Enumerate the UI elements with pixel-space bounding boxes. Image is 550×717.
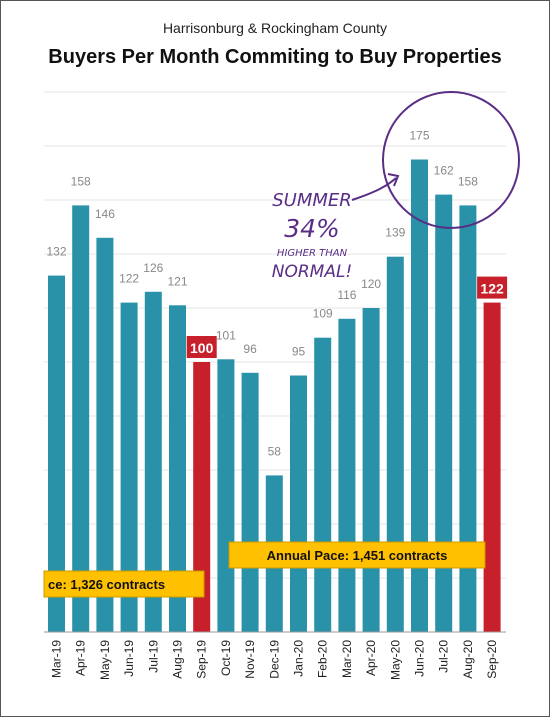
value-label-sep-20: 122: [480, 281, 504, 297]
value-label-aug-20: 158: [458, 174, 478, 188]
x-tick-label-oct-19: Oct-19: [219, 640, 233, 676]
annotation-arrow: [351, 177, 397, 201]
bar-aug-19: [169, 305, 186, 632]
bar-mar-19: [48, 275, 65, 632]
annual-pace-banner-2020: [228, 541, 486, 569]
x-tick-label-mar-20: Mar-20: [340, 640, 354, 678]
bar-feb-20: [314, 337, 332, 632]
x-tick-label-feb-20: Feb-20: [316, 640, 330, 678]
bar-mar-20: [338, 318, 356, 632]
value-label-apr-19: 158: [71, 174, 91, 188]
value-label-mar-20: 116: [337, 288, 356, 302]
bar-sep-20: [483, 302, 501, 632]
x-tick-label-jul-19: Jul-19: [146, 640, 160, 673]
bar-may-20: [386, 256, 404, 632]
value-label-dec-19: 58: [268, 444, 282, 458]
x-tick-label-jun-19: Jun-19: [122, 640, 136, 677]
bar-apr-20: [362, 308, 380, 632]
x-tick-label-aug-19: Aug-19: [171, 640, 185, 679]
x-tick-label-sep-20: Sep-20: [485, 640, 499, 679]
x-axis-labels: Mar-19 Apr-19 May-19 Jun-19 Jul-19 Aug-19 Sep-…: [50, 640, 500, 680]
x-tick-label-may-20: May-20: [388, 640, 402, 680]
x-tick-label-mar-19: Mar-19: [50, 640, 64, 678]
value-label-oct-19: 101: [216, 328, 236, 342]
bar-jul-20: [435, 194, 453, 632]
bar-jan-20: [290, 375, 307, 632]
x-tick-label-jul-20: Jul-20: [437, 640, 451, 673]
annual-pace-text-2019: ce: 1,326 contracts: [48, 577, 165, 592]
x-tick-label-jun-20: Jun-20: [413, 640, 427, 677]
value-label-box-sep-20: [477, 276, 508, 299]
annotation-line-3: HIGHER THAN: [277, 248, 348, 259]
bar-jun-19: [120, 302, 138, 632]
bar-aug-20: [459, 205, 477, 632]
value-label-jul-19: 126: [143, 261, 163, 275]
value-label-apr-20: 120: [361, 277, 381, 291]
bar-jul-19: [144, 291, 162, 632]
annotation-circle: [382, 91, 520, 229]
annotation-line-4: NORMAL!: [272, 262, 353, 282]
value-label-aug-19: 121: [167, 274, 187, 288]
x-tick-label-aug-20: Aug-20: [461, 640, 475, 679]
x-tick-label-apr-20: Apr-20: [364, 640, 378, 676]
summer-annotation: SUMMER 34% HIGHER THAN NORMAL!: [272, 91, 520, 282]
bar-sep-19: [193, 362, 211, 632]
bar-may-19: [96, 237, 114, 633]
value-label-box-sep-19: [186, 336, 217, 358]
annual-pace-banner-2019: [43, 570, 205, 598]
value-label-sep-19: 100: [190, 340, 214, 356]
value-label-mar-19: 132: [46, 245, 66, 259]
x-tick-label-jan-20: Jan-20: [292, 640, 306, 677]
x-tick-label-may-19: May-19: [98, 640, 112, 680]
annotation-arrowhead: [387, 173, 400, 187]
value-label-jul-20: 162: [434, 164, 454, 178]
chart-subtitle: Harrisonburg & Rockingham County: [162, 20, 388, 36]
bar-nov-19: [241, 372, 259, 632]
annual-pace-text-2020: Annual Pace: 1,451 contracts: [267, 548, 448, 563]
pace-banners: ce: 1,326 contracts Annual Pace: 1,451 c…: [43, 541, 486, 598]
x-tick-label-nov-19: Nov-19: [243, 640, 257, 679]
annotation-line-1: SUMMER: [272, 190, 352, 211]
value-label-nov-19: 96: [243, 342, 257, 356]
value-label-may-19: 146: [95, 207, 115, 221]
chart-title: Buyers Per Month Commiting to Buy Proper…: [48, 46, 502, 68]
value-label-jan-20: 95: [292, 345, 306, 359]
x-tick-label-apr-19: Apr-19: [74, 640, 88, 676]
annotation-line-2: 34%: [284, 214, 340, 243]
value-label-feb-20: 109: [313, 307, 333, 321]
bar-jun-20: [411, 159, 428, 632]
value-label-may-20: 139: [385, 226, 405, 240]
x-tick-label-dec-19: Dec-19: [267, 640, 281, 679]
value-label-jun-19: 122: [119, 272, 139, 286]
x-tick-label-sep-19: Sep-19: [195, 640, 209, 679]
bar-oct-19: [217, 359, 235, 632]
value-label-jun-20: 175: [409, 129, 429, 143]
bar-apr-19: [72, 205, 90, 632]
